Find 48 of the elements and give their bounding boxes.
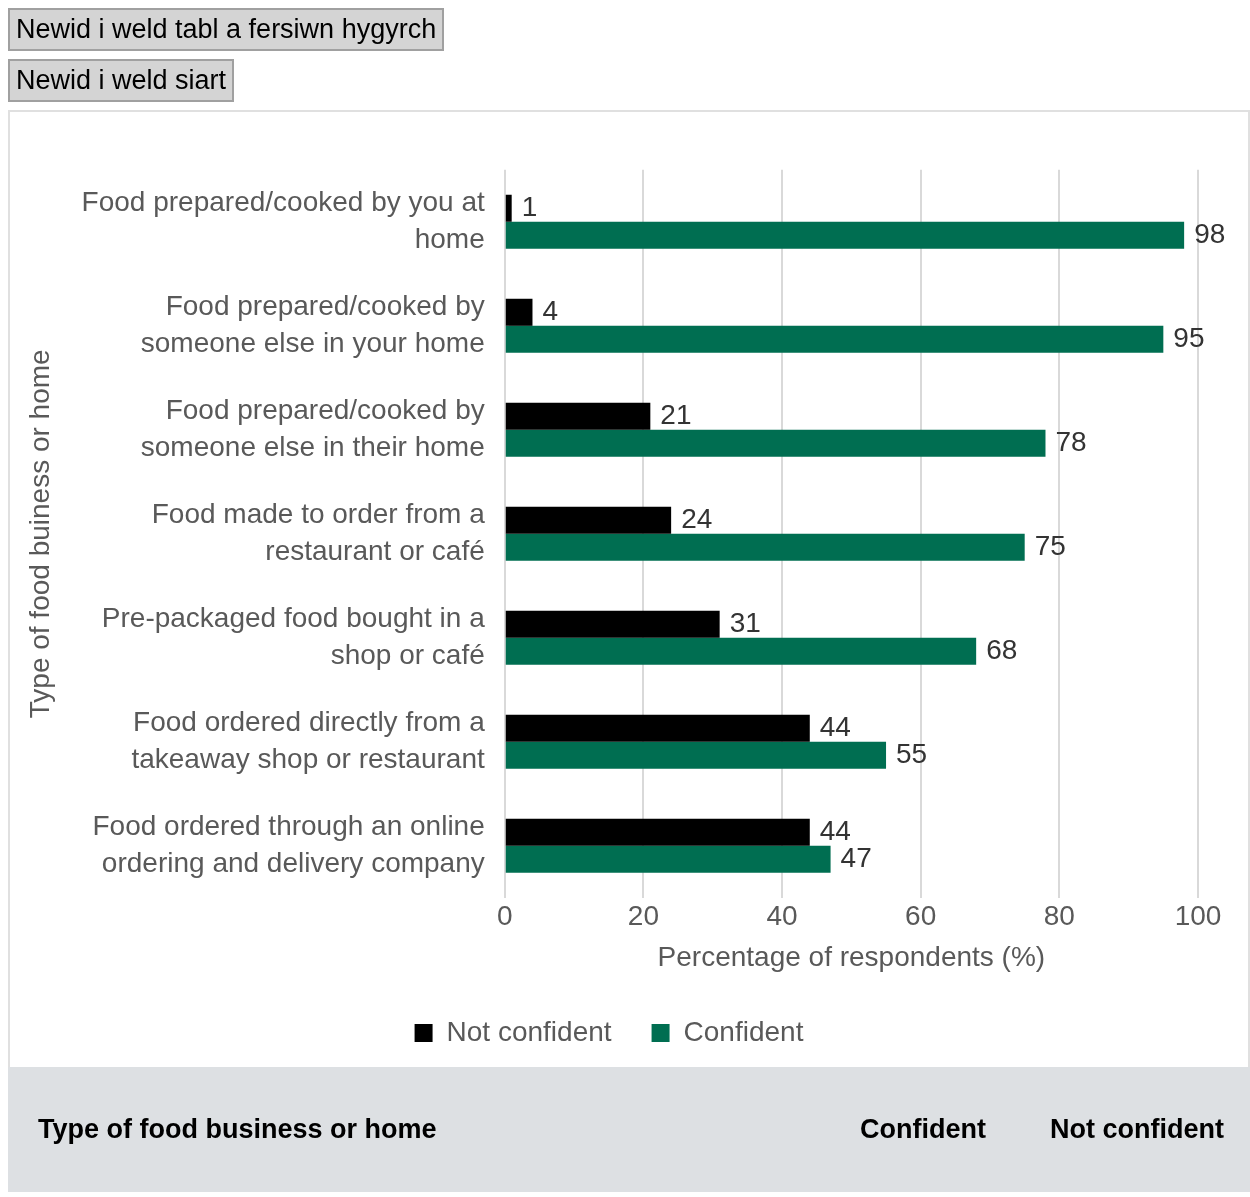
text: Newid i weld siart bbox=[8, 59, 235, 102]
x-tick-label: 80 bbox=[1043, 900, 1075, 932]
x-tick-label: 100 bbox=[1174, 900, 1222, 932]
text: Newid i weld tabl a fersiwn hygyrch bbox=[8, 8, 445, 51]
y-tick-label: Food ordered directly from a takeaway shop or restaurant bbox=[131, 705, 486, 775]
bar bbox=[505, 221, 1185, 249]
data-label: 4 bbox=[542, 295, 559, 326]
data-label: 24 bbox=[681, 503, 713, 534]
x-tick-label: 60 bbox=[905, 900, 937, 932]
bar bbox=[505, 402, 651, 430]
bar bbox=[505, 506, 672, 534]
data-label: 95 bbox=[1173, 322, 1205, 354]
data-label: 55 bbox=[896, 738, 928, 770]
data-label: 1 bbox=[521, 191, 538, 222]
y-tick-label: Food prepared/cooked by someone else in their home bbox=[140, 393, 485, 463]
data-label: 21 bbox=[660, 399, 692, 430]
data-label: 75 bbox=[1034, 530, 1066, 562]
bar bbox=[505, 637, 977, 665]
bar bbox=[505, 533, 1025, 561]
y-tick-label: Food made to order from a restaurant or café bbox=[151, 497, 486, 567]
bar bbox=[505, 325, 1164, 353]
bar bbox=[505, 298, 533, 326]
x-tick-label: 0 bbox=[496, 900, 513, 932]
bar bbox=[505, 818, 810, 846]
data-label: 68 bbox=[986, 634, 1018, 666]
bar bbox=[505, 714, 810, 742]
data-label: 98 bbox=[1194, 218, 1226, 250]
y-tick-label: Pre-packaged food bought in a shop or café bbox=[101, 601, 486, 671]
y-tick-label: Food ordered through an online ordering and delivery company bbox=[92, 809, 485, 879]
legend-label: Not confident bbox=[446, 1015, 612, 1047]
x-axis-title: Percentage of respondents (%) bbox=[657, 940, 1046, 972]
bar bbox=[505, 845, 831, 873]
bar bbox=[505, 194, 512, 222]
x-tick-label: 20 bbox=[627, 900, 659, 932]
data-label: 44 bbox=[819, 711, 851, 742]
x-tick-label: 40 bbox=[766, 900, 798, 932]
bar bbox=[505, 429, 1046, 457]
bar bbox=[505, 610, 720, 638]
text: Not confident bbox=[1050, 1114, 1225, 1145]
y-tick-label: Food prepared/cooked by you at home bbox=[81, 185, 485, 255]
data-label: 31 bbox=[729, 607, 761, 638]
text: Type of food business or home bbox=[37, 1114, 438, 1145]
y-tick-label: Food prepared/cooked by someone else in your home bbox=[140, 289, 485, 359]
bar bbox=[505, 741, 887, 769]
data-label: 78 bbox=[1055, 426, 1087, 458]
legend-label: Confident bbox=[683, 1015, 804, 1047]
y-axis-title: Type of food buiness or home bbox=[23, 349, 55, 719]
text: Confident bbox=[860, 1114, 987, 1145]
